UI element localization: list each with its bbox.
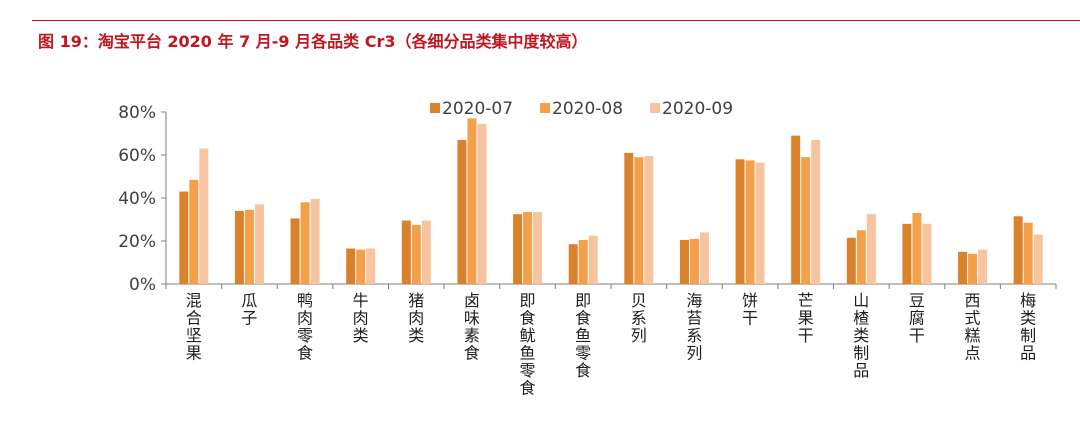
bar-2020-08-瓜子 [244, 209, 254, 284]
bar-2020-07-牛肉类 [346, 248, 356, 284]
bar-2020-08-山楂类制品 [856, 230, 866, 284]
bar-2020-07-卤味素食 [457, 139, 467, 284]
bar-2020-07-豆腐干 [902, 223, 912, 284]
legend-swatch-2020-07 [430, 103, 440, 113]
bar-2020-07-贝系列 [624, 152, 634, 284]
x-category-label: 卤味素食 [464, 291, 480, 363]
y-tick-label: 20% [118, 232, 156, 252]
x-category-label: 即食鱼零食 [575, 291, 591, 380]
figure-title: 图 19：淘宝平台 2020 年 7 月-9 月各品类 Cr3（各细分品类集中度… [38, 32, 588, 51]
y-tick-label: 0% [129, 275, 156, 295]
bar-2020-08-鸭肉零食 [300, 202, 310, 284]
bar-2020-09-西式糕点 [978, 249, 988, 284]
bar-2020-09-贝系列 [644, 156, 654, 284]
x-category-label: 芒果干 [798, 291, 814, 345]
bar-2020-09-猪肉类 [421, 220, 431, 284]
bar-2020-08-饼干 [745, 160, 755, 284]
bar-2020-08-卤味素食 [467, 118, 477, 284]
bar-2020-07-即食鱼零食 [568, 244, 578, 284]
bar-2020-09-梅类制品 [1033, 234, 1043, 284]
bar-2020-08-芒果干 [801, 157, 811, 284]
bar-2020-08-即食鱼零食 [578, 239, 588, 284]
bar-2020-09-即食鱼零食 [588, 235, 598, 284]
bar-2020-09-豆腐干 [922, 223, 932, 284]
bar-2020-09-混合坚果 [199, 148, 209, 284]
x-category-label: 梅类制品 [1020, 291, 1036, 363]
bar-2020-07-西式糕点 [958, 251, 968, 284]
title-rule [32, 20, 1080, 21]
bar-2020-09-即食鱿鱼零食 [533, 211, 543, 284]
bar-2020-07-猪肉类 [401, 220, 411, 284]
bar-2020-09-卤味素食 [477, 123, 487, 284]
x-category-label: 鸭肉零食 [297, 291, 313, 363]
x-category-label: 牛肉类 [353, 291, 369, 345]
x-category-label: 海苔系列 [686, 291, 702, 363]
x-category-label: 贝系列 [631, 291, 647, 345]
bar-2020-09-瓜子 [254, 204, 264, 284]
bar-2020-07-梅类制品 [1013, 216, 1023, 284]
x-category-label: 西式糕点 [965, 291, 981, 363]
bar-2020-08-海苔系列 [689, 238, 699, 284]
bar-2020-07-混合坚果 [179, 191, 189, 284]
bar-2020-09-山楂类制品 [866, 214, 876, 284]
bar-2020-07-瓜子 [234, 210, 244, 284]
bar-2020-08-豆腐干 [912, 213, 922, 284]
bar-2020-09-芒果干 [811, 139, 821, 284]
bar-2020-08-牛肉类 [356, 249, 366, 284]
legend-label: 2020-07 [442, 99, 513, 119]
bar-2020-08-西式糕点 [968, 253, 978, 284]
bar-2020-09-饼干 [755, 162, 765, 284]
bar-2020-07-鸭肉零食 [290, 218, 300, 284]
legend-label: 2020-08 [552, 99, 623, 119]
y-tick-label: 60% [118, 146, 156, 166]
legend-swatch-2020-08 [540, 103, 550, 113]
legend-label: 2020-09 [662, 99, 733, 119]
x-category-label: 猪肉类 [408, 291, 424, 345]
y-tick-label: 40% [118, 189, 156, 209]
bar-2020-07-饼干 [735, 159, 745, 284]
bar-2020-08-即食鱿鱼零食 [523, 211, 533, 284]
x-category-label: 瓜子 [241, 291, 257, 328]
legend-swatch-2020-09 [650, 103, 660, 113]
bar-2020-07-芒果干 [791, 135, 801, 284]
bar-2020-08-梅类制品 [1023, 222, 1033, 284]
x-category-label: 即食鱿鱼零食 [520, 291, 536, 398]
bar-2020-07-即食鱿鱼零食 [513, 214, 523, 284]
bar-2020-08-猪肉类 [411, 224, 421, 284]
bar-2020-08-混合坚果 [189, 179, 199, 284]
bar-2020-09-牛肉类 [366, 248, 376, 284]
y-tick-label: 80% [118, 103, 156, 123]
x-category-label: 豆腐干 [909, 291, 925, 345]
bar-2020-07-海苔系列 [679, 239, 689, 284]
x-category-label: 混合坚果 [186, 291, 202, 363]
bar-2020-09-海苔系列 [699, 232, 709, 284]
x-category-label: 山楂类制品 [853, 291, 869, 380]
x-category-label: 饼干 [742, 291, 758, 328]
bar-2020-08-贝系列 [634, 157, 644, 284]
bar-2020-07-山楂类制品 [846, 237, 856, 284]
bar-2020-09-鸭肉零食 [310, 199, 320, 284]
